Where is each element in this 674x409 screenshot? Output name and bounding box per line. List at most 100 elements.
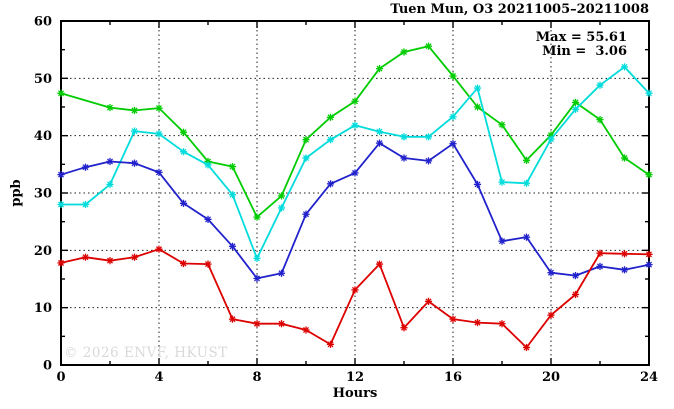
marker-stroke [131,107,138,114]
marker-stroke [498,121,506,128]
series-green-marker [375,64,384,73]
marker-stroke [204,261,212,268]
marker-stroke [474,319,481,326]
marker-stroke [376,128,383,135]
marker-stroke [180,129,187,136]
marker-stroke [572,106,579,113]
series-blue-marker [375,139,384,147]
series-green-marker [620,154,629,162]
series-cyan-marker [253,254,261,262]
marker-stroke [302,155,310,162]
marker-stroke [596,250,604,257]
marker-stroke [449,73,457,80]
series-green-marker [277,192,286,200]
y-tick-label: 60 [34,15,52,30]
legend-min-value: Min = 3.06 [542,44,627,59]
series-green-marker [351,97,359,105]
marker-stroke [229,163,236,170]
series-red-marker [473,318,482,327]
marker-stroke [498,179,506,186]
series-blue-marker [228,242,237,250]
marker-stroke [621,266,628,273]
marker-stroke [204,216,212,223]
y-tick-label: 30 [34,187,52,202]
marker-stroke [180,260,187,267]
x-tick-label: 12 [346,370,364,385]
marker-stroke [327,136,334,143]
series-red-marker [106,257,114,265]
series-cyan-marker [155,130,163,138]
marker-stroke [180,200,187,207]
series-red-marker [620,250,629,258]
x-tick-label: 8 [252,370,261,385]
x-tick-label: 0 [56,370,65,385]
marker-stroke [572,291,579,298]
y-tick-label: 10 [34,301,52,316]
series-cyan [57,63,653,262]
series-green-marker [522,156,531,164]
marker-stroke [351,122,359,129]
marker-stroke [645,261,653,268]
marker-stroke [400,155,408,162]
marker-stroke [155,246,163,253]
series-green-marker [473,103,482,111]
marker-stroke [523,157,530,164]
marker-stroke [523,180,530,187]
series-red [57,245,653,352]
series-red-marker [277,320,286,328]
marker-stroke [204,161,212,168]
marker-stroke [523,234,530,241]
series-red-marker [400,324,408,332]
marker-stroke [449,140,457,147]
y-tick-label: 0 [43,359,52,374]
series-red-marker [326,340,335,348]
marker-stroke [425,133,432,140]
series-cyan-marker [645,89,653,97]
series-blue-marker [204,215,212,223]
series-cyan-marker [81,200,90,209]
marker-stroke [106,158,114,165]
series-green-marker [424,42,433,50]
marker-stroke [645,171,653,178]
x-tick-label: 24 [640,370,658,385]
series-cyan-marker [473,84,482,92]
marker-stroke [278,270,285,277]
series-blue-marker [277,269,286,277]
gridlines [61,21,649,365]
marker-stroke [572,99,579,106]
series-green-marker [302,136,310,144]
series-red-marker [228,315,237,323]
marker-stroke [449,316,457,323]
x-tick-label: 20 [542,370,560,385]
series-green-marker [596,116,604,124]
series-cyan-marker [596,81,604,89]
watermark: © 2026 ENVF, HKUST [64,345,228,361]
series-cyan-marker [449,113,457,121]
series-red-marker [302,326,310,334]
series-green-marker [571,98,580,107]
series-blue-marker [620,266,629,274]
series-green-marker [449,72,457,80]
marker-stroke [596,82,604,89]
series-cyan-marker [57,200,65,209]
series-red-marker [155,245,163,253]
marker-stroke [498,320,506,327]
marker-stroke [229,243,236,250]
tick-labels: 0 10 20 30 40 50 60 0 4 8 12 16 20 24 [34,15,658,386]
marker-stroke [621,155,628,162]
marker-stroke [400,133,408,140]
series-red-marker [498,320,506,328]
marker-stroke [327,341,334,348]
marker-stroke [547,269,555,276]
marker-stroke [278,204,285,211]
series-blue-marker [596,262,604,270]
x-axis-title: Hours [333,386,378,401]
series-green-marker [155,104,163,112]
series-cyan-marker [547,135,555,143]
series-red-marker [351,286,359,294]
series-red-marker [596,249,604,257]
y-tick-label: 50 [34,72,52,87]
marker-stroke [229,191,236,198]
series-red-marker [449,315,457,323]
